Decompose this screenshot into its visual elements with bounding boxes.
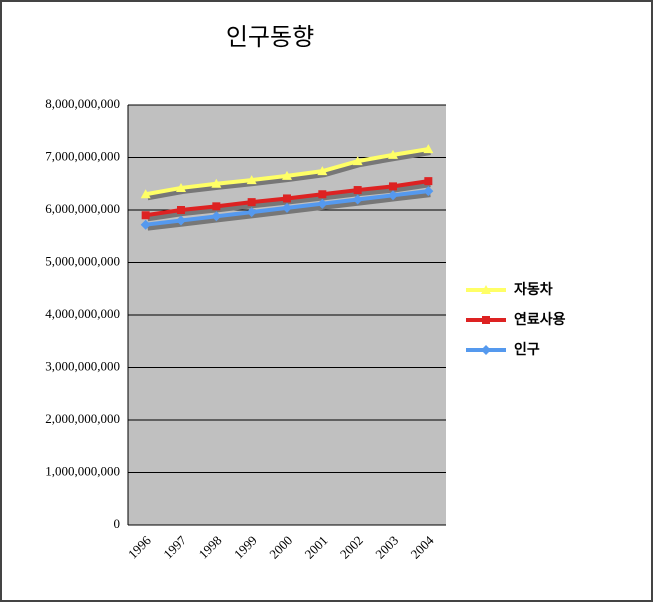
y-tick-label: 0: [114, 516, 121, 531]
y-tick-label: 7,000,000,000: [45, 148, 120, 163]
marker: [211, 178, 222, 188]
y-tick-label: 4,000,000,000: [45, 306, 120, 321]
marker: [282, 202, 292, 213]
marker: [353, 186, 362, 195]
marker: [352, 156, 363, 166]
marker: [389, 182, 397, 191]
marker: [423, 144, 434, 154]
marker: [388, 190, 398, 201]
marker: [141, 211, 150, 220]
marker: [388, 149, 398, 159]
marker: [317, 198, 328, 209]
marker: [247, 198, 256, 207]
legend-label: 연료사용: [514, 312, 566, 328]
marker: [352, 194, 363, 205]
marker: [246, 175, 257, 185]
y-tick-label: 8,000,000,000: [45, 96, 120, 111]
legend-label: 자동차: [514, 282, 553, 298]
marker: [140, 189, 151, 199]
marker: [177, 206, 185, 214]
marker: [481, 285, 491, 294]
legend-label: 인구: [514, 341, 540, 358]
y-tick-label: 1,000,000,000: [45, 463, 120, 478]
marker: [423, 186, 434, 197]
y-tick-label: 6,000,000,000: [45, 201, 120, 216]
marker: [283, 194, 291, 203]
marker: [317, 166, 328, 176]
marker: [176, 215, 186, 226]
marker: [481, 345, 491, 355]
marker: [482, 316, 490, 324]
y-tick-label: 5,000,000,000: [45, 253, 120, 268]
chart-title: 인구동향: [226, 23, 314, 51]
marker: [246, 207, 257, 218]
marker: [176, 182, 186, 192]
marker: [211, 211, 222, 222]
marker: [140, 219, 151, 230]
marker: [318, 190, 327, 199]
marker: [282, 170, 292, 180]
marker: [212, 202, 221, 211]
y-tick-label: 3,000,000,000: [45, 358, 120, 373]
y-tick-label: 2,000,000,000: [45, 411, 120, 426]
marker: [424, 177, 433, 186]
